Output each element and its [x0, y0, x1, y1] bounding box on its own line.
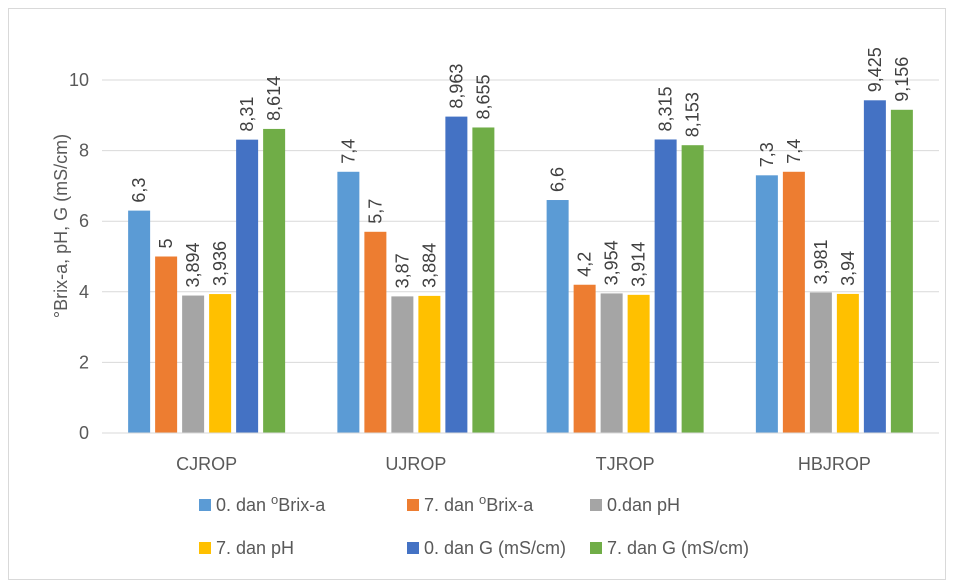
bar [654, 139, 677, 433]
bar [128, 210, 151, 433]
legend-entry: 0. dan G (mS/cm) [424, 538, 566, 558]
bar [236, 139, 259, 434]
legend-text: 0.dan pH [607, 495, 680, 515]
legend-swatch [199, 542, 211, 554]
data-label: 3,87 [392, 253, 412, 288]
legend-text: 7. dan pH [216, 538, 294, 558]
data-label: 6,3 [129, 178, 149, 203]
bar [182, 295, 205, 433]
data-label: 8,963 [446, 64, 466, 109]
chart-frame: 0 2 4 6 8 10 °Brix-a, pH, G (mS/cm) 6,3 5 3,894… [8, 8, 946, 580]
data-label: 8,614 [264, 76, 284, 121]
legend-superscript: o [271, 492, 278, 507]
bar [472, 127, 495, 433]
legend-superscript: o [479, 492, 486, 507]
legend-text-suffix: Brix-a [278, 495, 326, 515]
data-label: 3,884 [419, 243, 439, 288]
bar [573, 284, 596, 433]
data-label: 4,2 [575, 252, 595, 277]
y-axis-label: °Brix-a, pH, G (mS/cm) [51, 134, 71, 318]
legend-text: 0. dan G (mS/cm) [424, 538, 566, 558]
bar [836, 293, 859, 433]
bar [263, 128, 286, 434]
data-label: 3,94 [838, 251, 858, 286]
bar [546, 200, 569, 433]
y-axis-ticks: 0 2 4 6 8 10 [69, 70, 89, 443]
legend-swatch [590, 499, 602, 511]
y-tick-label: 6 [79, 211, 89, 231]
bar [155, 256, 178, 433]
bar [209, 294, 232, 433]
data-label: 8,31 [237, 97, 257, 132]
data-label: 3,914 [629, 242, 649, 287]
legend-text: 7. dan G (mS/cm) [607, 538, 749, 558]
data-label: 8,655 [473, 74, 493, 119]
data-label: 7,4 [338, 139, 358, 164]
data-label: 3,936 [210, 241, 230, 286]
bar [445, 116, 468, 433]
legend-entry: 7. dan oBrix-a [424, 492, 534, 515]
x-tick-label: TJROP [596, 454, 655, 474]
data-labels: 6,3 5 3,894 3,936 8,31 8,614 7,4 5,7 3,87 3,884 8,… [129, 47, 912, 288]
legend-entry: 7. dan G (mS/cm) [607, 538, 749, 558]
data-label: 7,4 [784, 139, 804, 164]
bar [890, 109, 913, 433]
bar [337, 171, 360, 433]
data-label: 8,315 [656, 86, 676, 131]
data-label: 3,981 [811, 239, 831, 284]
bar [600, 293, 623, 433]
legend-text: 7. dan [424, 495, 479, 515]
bar-chart: 0 2 4 6 8 10 °Brix-a, pH, G (mS/cm) 6,3 5 3,894… [51, 47, 939, 558]
bar [627, 294, 650, 433]
legend-text: 0. dan [216, 495, 271, 515]
y-tick-label: 4 [79, 282, 89, 302]
legend-entry: 0.dan pH [607, 495, 680, 515]
x-tick-label: CJROP [176, 454, 237, 474]
legend-swatch [199, 499, 211, 511]
y-tick-label: 8 [79, 141, 89, 161]
bars [128, 100, 913, 434]
data-label: 5,7 [365, 199, 385, 224]
bar [809, 292, 832, 433]
data-label: 7,3 [757, 142, 777, 167]
data-label: 5 [156, 238, 176, 248]
x-tick-label: UJROP [385, 454, 446, 474]
bar [681, 145, 704, 433]
bar [418, 295, 441, 433]
data-label: 6,6 [548, 167, 568, 192]
data-label: 3,894 [183, 242, 203, 287]
bar [863, 100, 886, 434]
legend-swatch [590, 542, 602, 554]
x-axis-categories: CJROP UJROP TJROP HBJROP [176, 454, 871, 474]
y-tick-label: 2 [79, 352, 89, 372]
data-label: 8,153 [683, 92, 703, 137]
data-label: 9,156 [892, 57, 912, 102]
y-tick-label: 0 [79, 423, 89, 443]
legend-entry: 0. dan oBrix-a [216, 492, 326, 515]
data-label: 9,425 [865, 47, 885, 92]
legend-swatch [407, 542, 419, 554]
legend-entry: 7. dan pH [216, 538, 294, 558]
legend-swatch [407, 499, 419, 511]
bar [782, 171, 805, 433]
x-tick-label: HBJROP [798, 454, 871, 474]
y-tick-label: 10 [69, 70, 89, 90]
legend-text-suffix: Brix-a [486, 495, 534, 515]
bar [364, 231, 387, 433]
data-label: 3,954 [602, 240, 622, 285]
bar [391, 296, 414, 433]
bar [755, 175, 778, 433]
legend: 0. dan oBrix-a 7. dan oBrix-a 0.dan pH7. d… [199, 492, 749, 558]
